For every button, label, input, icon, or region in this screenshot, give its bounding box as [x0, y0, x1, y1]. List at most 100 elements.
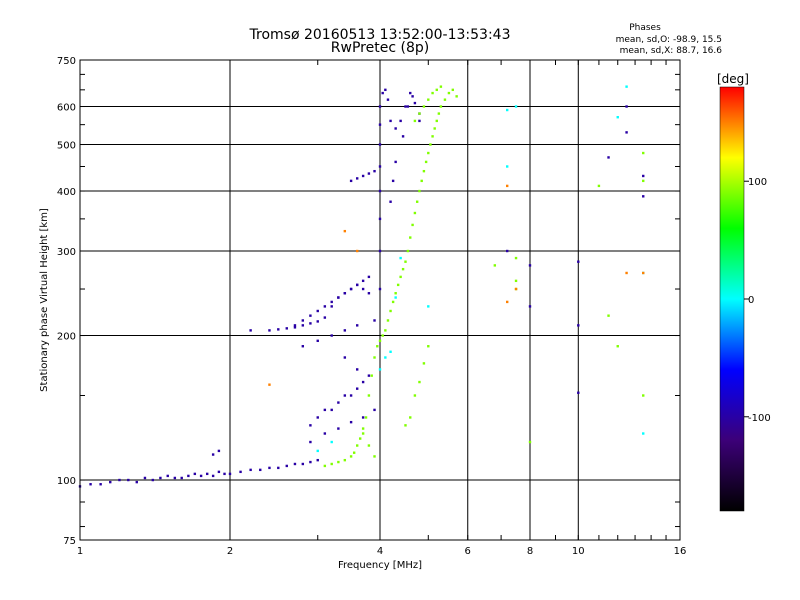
data-point	[514, 105, 518, 108]
data-point	[435, 119, 438, 123]
data-point	[413, 119, 417, 123]
data-point	[381, 91, 384, 95]
data-point	[199, 474, 203, 478]
x-tick-label: 1	[77, 546, 83, 557]
data-point	[367, 394, 371, 397]
data-point	[367, 292, 371, 295]
data-point	[323, 432, 327, 435]
data-point	[361, 174, 365, 178]
x-tick-label: 8	[527, 546, 533, 557]
data-point	[625, 131, 628, 134]
data-point	[355, 387, 359, 390]
data-point	[384, 88, 387, 92]
data-point	[316, 339, 319, 343]
data-point	[193, 472, 197, 476]
data-point	[378, 165, 382, 168]
data-point	[205, 472, 209, 476]
y-tick-label: 300	[57, 247, 76, 258]
data-point	[514, 287, 518, 291]
data-point	[370, 374, 373, 377]
data-point	[316, 449, 319, 453]
y-tick-label: 400	[57, 187, 76, 198]
data-point	[323, 408, 327, 412]
data-point	[406, 249, 410, 253]
phases-legend-x: mean, sd,X: 88.7, 16.6	[620, 46, 723, 56]
data-point	[399, 119, 402, 123]
x-tick-label: 16	[674, 546, 687, 557]
data-point	[435, 88, 438, 92]
data-point	[361, 279, 365, 283]
data-point	[384, 356, 387, 359]
data-point	[293, 462, 297, 466]
data-point	[409, 91, 412, 95]
data-point	[361, 287, 365, 291]
data-point	[406, 105, 410, 108]
data-point	[418, 189, 421, 193]
data-point	[642, 271, 645, 275]
data-point	[505, 184, 509, 188]
data-point	[268, 466, 271, 470]
data-point	[505, 249, 509, 253]
data-point	[211, 474, 215, 478]
data-point	[642, 195, 645, 198]
y-axis-label: Stationary phase Virtual Height [km]	[39, 208, 50, 392]
data-point	[349, 420, 353, 424]
data-point	[505, 165, 509, 168]
data-point	[349, 455, 353, 458]
data-point	[391, 179, 395, 183]
data-point	[211, 453, 215, 456]
data-point	[330, 440, 333, 444]
data-point	[89, 483, 92, 486]
data-point	[367, 374, 371, 377]
y-tick-label: 500	[57, 141, 76, 152]
data-point	[404, 260, 407, 263]
data-point	[418, 112, 421, 115]
data-point	[381, 334, 384, 337]
data-point	[424, 160, 428, 164]
data-point	[378, 287, 382, 291]
data-point	[409, 416, 412, 419]
data-point	[316, 458, 319, 462]
data-point	[415, 200, 419, 203]
data-point	[391, 300, 395, 304]
data-point	[401, 267, 405, 271]
data-point	[394, 296, 397, 299]
data-point	[293, 324, 297, 327]
data-point	[642, 179, 645, 183]
data-point	[349, 287, 353, 291]
data-point	[159, 476, 162, 480]
data-point	[616, 116, 619, 119]
data-point	[439, 105, 443, 108]
data-point	[378, 143, 382, 146]
data-point	[389, 350, 392, 353]
data-point	[514, 279, 518, 283]
data-point	[413, 211, 417, 215]
x-tick-label: 4	[377, 546, 383, 557]
chart-subtitle: RwPretec (8p)	[331, 40, 429, 56]
data-point	[505, 108, 509, 112]
data-point	[285, 464, 288, 468]
chart-title: Tromsø 20160513 13:52:00-13:53:43	[249, 27, 511, 43]
y-tick-label: 75	[63, 536, 76, 547]
data-point	[493, 264, 497, 267]
y-axis: 75 100 200 300 400 500 600 750	[57, 56, 680, 547]
data-point	[394, 127, 397, 130]
data-point	[355, 368, 359, 371]
colorbar-ticks: 100 0 -100	[744, 177, 771, 424]
data-point	[316, 309, 319, 313]
data-point	[109, 480, 112, 484]
data-point	[301, 345, 305, 348]
data-point	[505, 300, 509, 304]
data-point	[389, 309, 392, 313]
data-point	[418, 380, 421, 384]
y-tick-label: 100	[57, 476, 76, 487]
x-axis-label: Frequency [MHz]	[338, 560, 422, 571]
data-point	[427, 151, 430, 155]
data-point	[373, 319, 376, 322]
data-point	[323, 305, 327, 308]
data-point	[404, 105, 407, 108]
data-point	[437, 112, 441, 115]
colorbar	[719, 86, 745, 512]
data-point	[118, 478, 121, 482]
data-point	[364, 416, 368, 419]
